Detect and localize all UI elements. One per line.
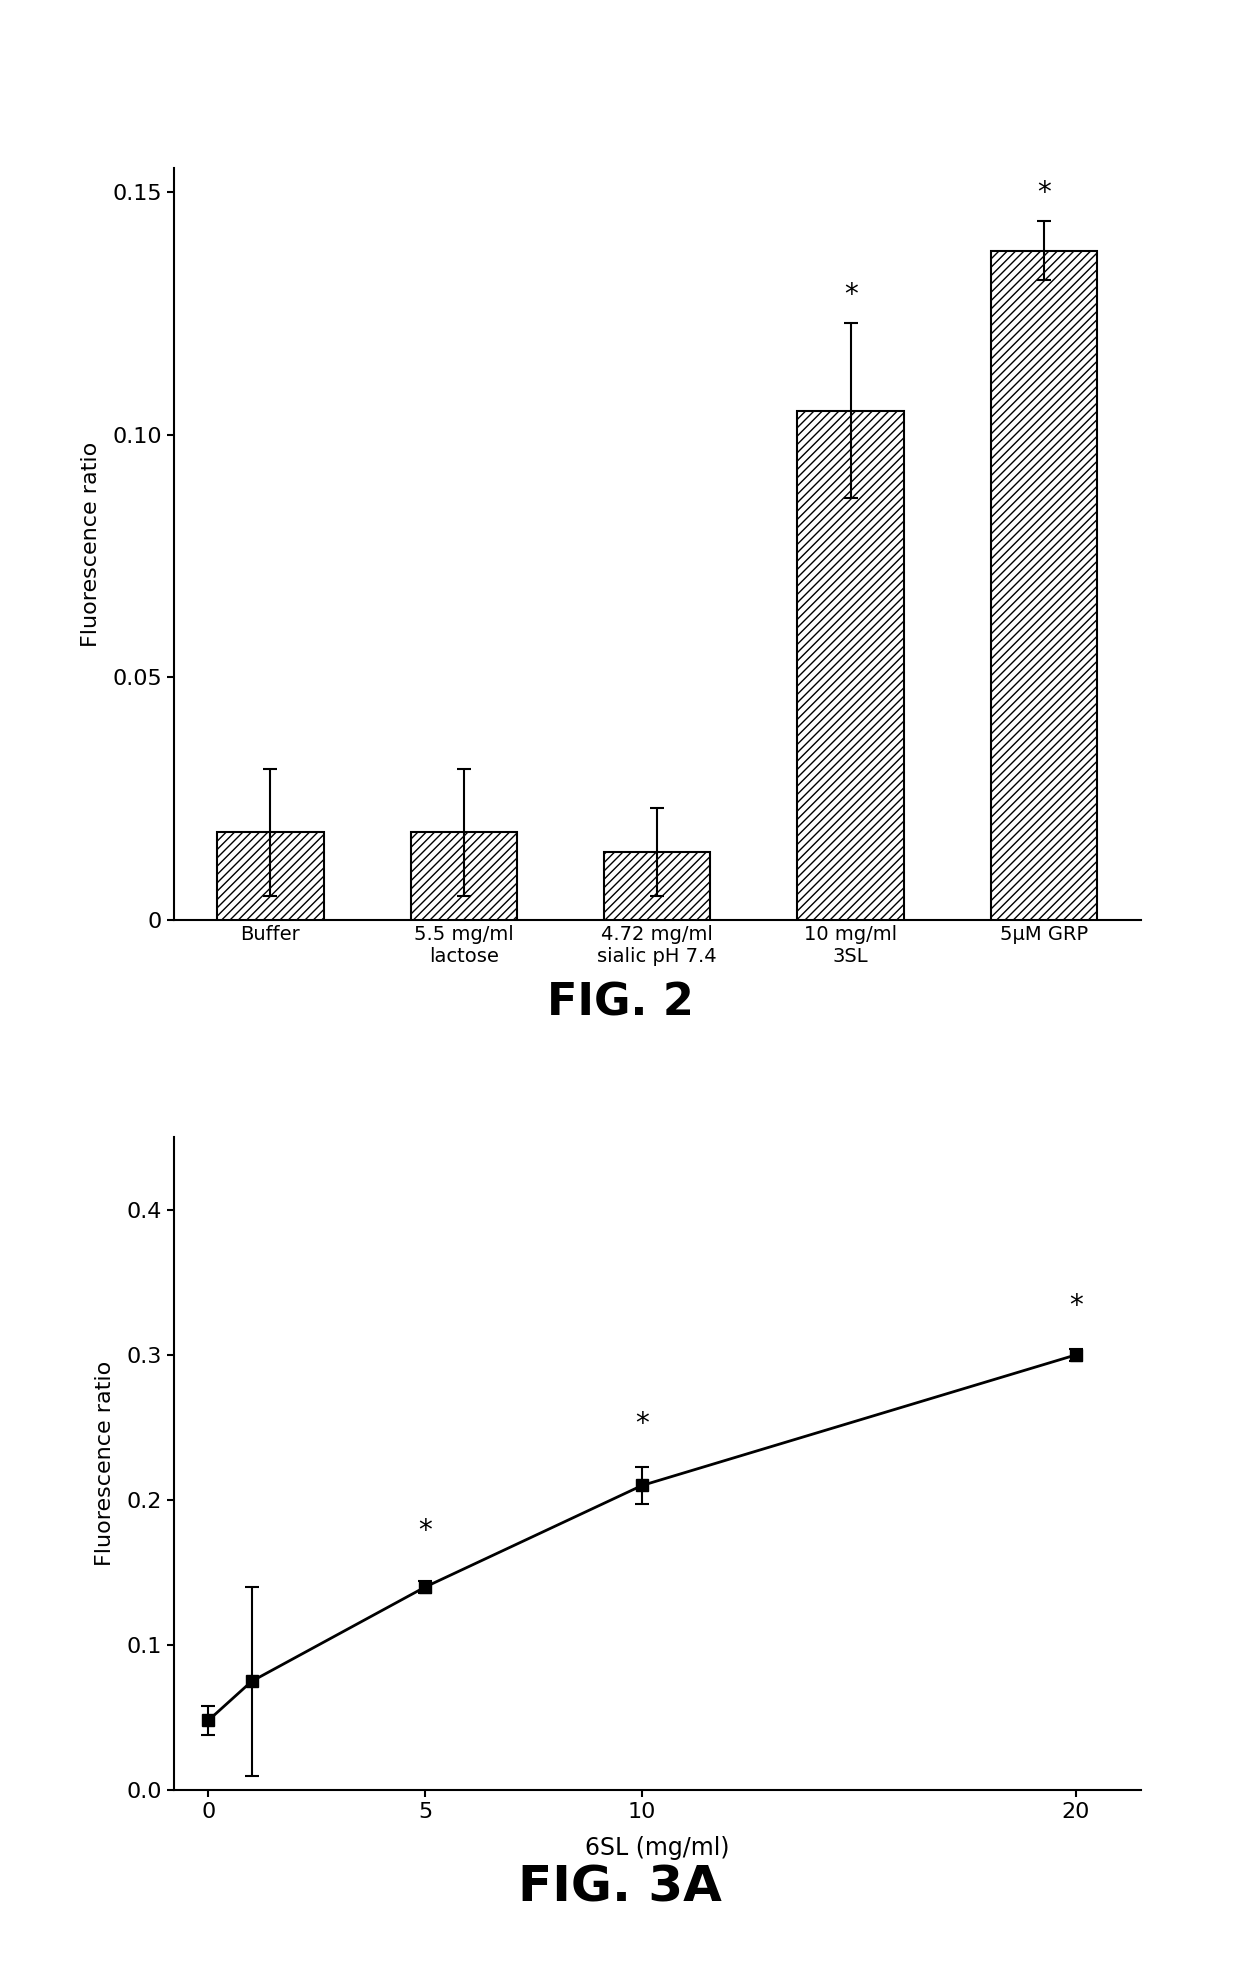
Y-axis label: Fluorescence ratio: Fluorescence ratio bbox=[95, 1361, 115, 1567]
Text: *: * bbox=[1037, 178, 1052, 208]
Text: *: * bbox=[418, 1517, 432, 1545]
Bar bbox=[991, 251, 1097, 920]
X-axis label: 6SL (mg/ml): 6SL (mg/ml) bbox=[585, 1836, 729, 1859]
Bar bbox=[604, 853, 711, 920]
Bar bbox=[410, 833, 517, 920]
Text: FIG. 3A: FIG. 3A bbox=[518, 1863, 722, 1911]
Text: *: * bbox=[843, 281, 858, 309]
Bar bbox=[797, 411, 904, 920]
Text: *: * bbox=[1069, 1292, 1083, 1319]
Text: FIG. 2: FIG. 2 bbox=[547, 981, 693, 1025]
Bar bbox=[217, 833, 324, 920]
Text: *: * bbox=[635, 1410, 649, 1438]
Y-axis label: Fluorescence ratio: Fluorescence ratio bbox=[81, 441, 100, 647]
